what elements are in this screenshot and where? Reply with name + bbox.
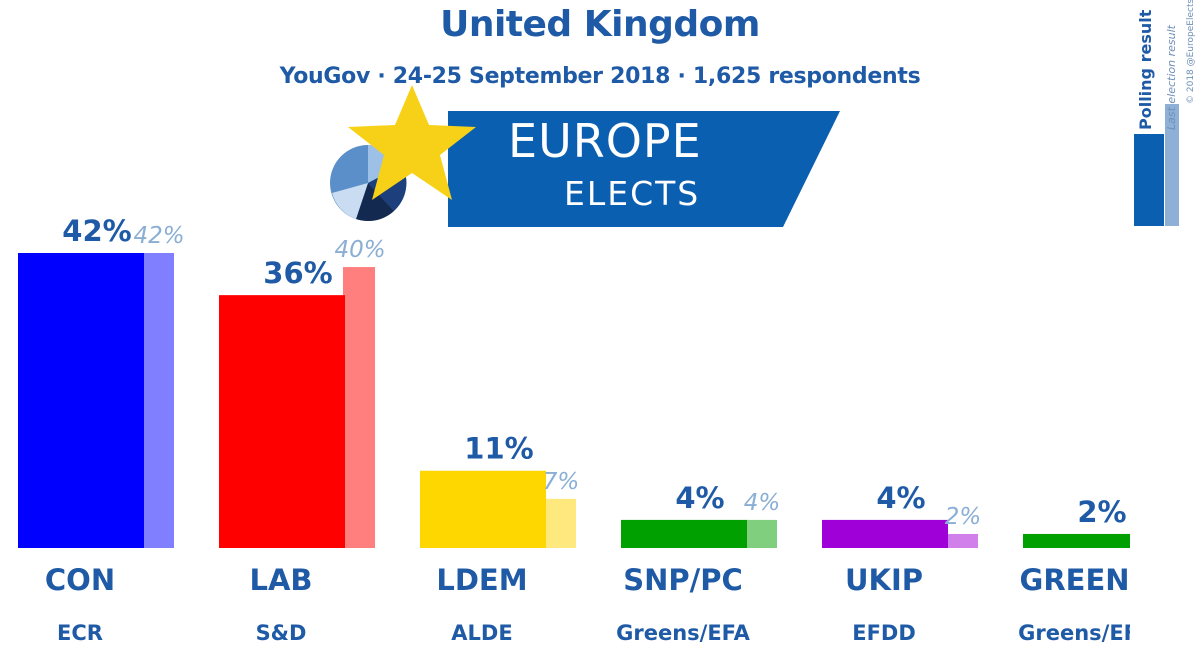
bar-last-con bbox=[142, 253, 174, 548]
logo-text-elects: ELECTS bbox=[564, 174, 701, 213]
bar-last-lab bbox=[343, 267, 375, 548]
label-last-snp-pc: 4% bbox=[744, 490, 781, 516]
legend-last-swatch bbox=[1165, 104, 1179, 226]
logo-text-europe: EUROPE bbox=[508, 114, 702, 168]
legend bbox=[1134, 104, 1179, 226]
label-poll-lab: 36% bbox=[263, 256, 332, 290]
legend-polling-label: Polling result bbox=[1136, 9, 1155, 130]
group-label-snp-pc: Greens/EFA bbox=[616, 621, 750, 645]
logo-banner bbox=[448, 111, 840, 227]
legend-polling-swatch bbox=[1134, 134, 1164, 226]
bar-last-snp-pc bbox=[745, 519, 777, 548]
group-label-con: ECR bbox=[57, 621, 103, 645]
copyright-label: © 2018 @EuropeElects bbox=[1186, 0, 1196, 104]
bar-chart: 42% 42% CON ECR 36%40% LAB S&D 11% 7% LDEM ALDE 4% 4… bbox=[18, 214, 1130, 645]
label-poll-snp-pc: 4% bbox=[675, 481, 724, 515]
group-label-greens: Greens/EFA bbox=[1018, 621, 1130, 645]
bar-poll-lab bbox=[219, 295, 345, 548]
category-label-ldem: LDEM bbox=[436, 563, 527, 597]
group-label-ukip: EFDD bbox=[852, 621, 916, 645]
label-poll-con: 42% bbox=[62, 214, 131, 248]
bar-poll-con bbox=[18, 253, 144, 548]
bar-poll-ukip bbox=[822, 519, 948, 548]
label-poll-greens: 2% bbox=[1077, 495, 1126, 529]
category-label-greens: GREENS bbox=[1020, 563, 1130, 597]
group-label-ldem: ALDE bbox=[451, 621, 512, 645]
bar-poll-ldem bbox=[420, 470, 546, 548]
category-label-snp-pc: SNP/PC bbox=[623, 563, 743, 597]
label-last-lab: 40% bbox=[334, 237, 385, 263]
legend-last-label: Last election result bbox=[1165, 25, 1178, 130]
category-label-con: CON bbox=[45, 563, 115, 597]
bar-poll-snp-pc bbox=[621, 519, 747, 548]
label-last-ldem: 7% bbox=[543, 469, 580, 495]
category-label-ukip: UKIP bbox=[845, 563, 923, 597]
bar-last-ukip bbox=[946, 533, 978, 548]
europe-elects-logo bbox=[330, 85, 840, 227]
label-poll-ldem: 11% bbox=[464, 432, 533, 466]
group-label-lab: S&D bbox=[256, 621, 307, 645]
label-last-con: 42% bbox=[133, 223, 184, 249]
chart-subtitle: YouGov · 24-25 September 2018 · 1,625 re… bbox=[279, 64, 921, 89]
label-last-ukip: 2% bbox=[945, 504, 982, 530]
bar-poll-greens bbox=[1023, 533, 1130, 548]
chart-title: United Kingdom bbox=[440, 4, 760, 45]
label-poll-ukip: 4% bbox=[876, 481, 925, 515]
category-label-lab: LAB bbox=[249, 563, 312, 597]
bar-last-ldem bbox=[544, 498, 576, 548]
star-icon bbox=[348, 85, 476, 200]
